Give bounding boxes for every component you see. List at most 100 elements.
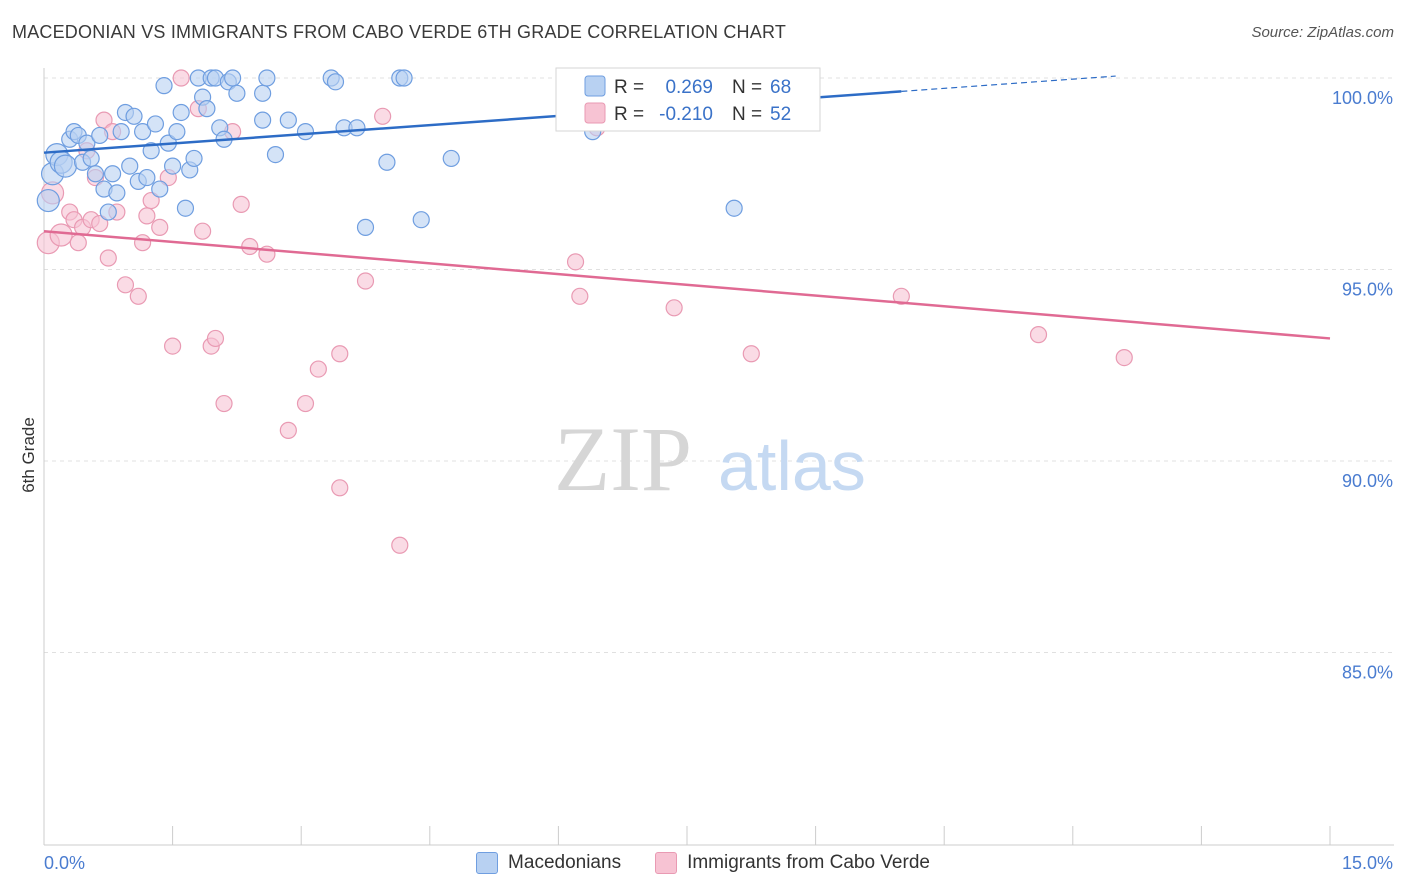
cabo-verde-point-23[interactable] (172, 69, 190, 87)
macedonians-point-31[interactable] (172, 103, 190, 122)
cabo-verde-point-22[interactable] (164, 337, 182, 355)
cabo-verde-point-12[interactable] (99, 249, 117, 267)
cabo-verde-point-37[interactable] (331, 479, 349, 497)
macedonians-point-56[interactable] (378, 153, 396, 171)
y-tick-label-1: 90.0% (1342, 471, 1393, 491)
macedonians-point-15[interactable] (103, 165, 122, 183)
macedonians-point-47[interactable] (258, 69, 276, 87)
macedonians-point-32[interactable] (176, 199, 195, 217)
x-tick-label-0: 0.0% (44, 853, 85, 873)
cabo-verde-point-47[interactable] (1029, 326, 1048, 344)
macedonians-point-20[interactable] (125, 107, 143, 125)
macedonians-point-30[interactable] (168, 123, 186, 141)
macedonians-point-58[interactable] (395, 69, 413, 87)
macedonians-point-48[interactable] (266, 146, 285, 164)
cabo-verde-point-27[interactable] (206, 329, 225, 348)
legend-label-cabo-verde: Immigrants from Cabo Verde (687, 852, 930, 873)
macedonians-point-11[interactable] (86, 165, 105, 183)
macedonians-point-44[interactable] (228, 84, 246, 102)
legend-item-macedonians[interactable]: Macedonians (476, 852, 621, 874)
macedonians-point-14[interactable] (99, 203, 117, 221)
cabo-verde-point-36[interactable] (331, 345, 349, 363)
macedonians-point-49[interactable] (279, 111, 297, 129)
macedonians-point-12[interactable] (91, 126, 109, 145)
cabo-verde-point-25[interactable] (194, 222, 212, 240)
macedonians-point-34[interactable] (185, 149, 203, 168)
cabo-verde-point-2[interactable] (49, 223, 73, 247)
legend-item-cabo-verde[interactable]: Immigrants from Cabo Verde (655, 852, 930, 874)
macedonians-point-43[interactable] (224, 69, 242, 87)
macedonians-point-24[interactable] (142, 142, 160, 160)
macedonians-point-10[interactable] (82, 149, 100, 168)
cabo-verde-point-34[interactable] (296, 394, 315, 413)
macedonians-point-4[interactable] (53, 154, 78, 178)
stats-n-value-2: 52 (770, 104, 791, 125)
y-tick-labels: 85.0% 90.0% 95.0% 100.0% (1332, 88, 1393, 683)
macedonians-point-65[interactable] (725, 199, 743, 217)
y-axis-label: 6th Grade (19, 417, 38, 493)
stats-r-value-1: 0.269 (665, 77, 713, 98)
trend-line-cabo-verde (43, 229, 1331, 340)
cabo-verde-point-46[interactable] (892, 287, 910, 305)
cabo-verde-point-15[interactable] (116, 276, 135, 294)
stats-r-label-1: R = (614, 77, 644, 98)
series-macedonians-points (36, 69, 782, 236)
y-tick-label-3: 100.0% (1332, 88, 1393, 108)
cabo-verde-point-35[interactable] (309, 360, 327, 378)
cabo-verde-point-39[interactable] (374, 107, 392, 125)
stats-r-value-2: -0.210 (659, 104, 713, 125)
cabo-verde-point-28[interactable] (215, 394, 233, 413)
watermark: ZIP atlas (554, 408, 866, 510)
macedonians-point-52[interactable] (326, 73, 345, 91)
y-tick-label-0: 85.0% (1342, 663, 1393, 683)
macedonians-point-37[interactable] (198, 100, 216, 118)
cabo-verde-point-5[interactable] (69, 234, 87, 252)
cabo-verde-point-41[interactable] (566, 253, 585, 271)
cabo-verde-point-44[interactable] (665, 299, 683, 317)
stats-r-label-2: R = (614, 104, 644, 125)
cabo-verde-point-30[interactable] (232, 195, 250, 213)
stats-swatch-pink (584, 102, 606, 124)
trend-line-macedonians-extension (901, 75, 1116, 93)
chart-source: Source: ZipAtlas.com (1251, 24, 1394, 41)
bottom-legend: Macedonians Immigrants from Cabo Verde (0, 852, 1406, 874)
stats-n-label-2: N = (732, 104, 762, 125)
macedonians-point-46[interactable] (254, 111, 272, 129)
legend-swatch-pink (655, 852, 678, 874)
macedonians-point-54[interactable] (348, 119, 366, 137)
cabo-verde-point-33[interactable] (279, 421, 297, 439)
macedonians-point-27[interactable] (155, 77, 173, 95)
watermark-atlas: atlas (718, 427, 866, 505)
macedonians-point-50[interactable] (296, 123, 315, 141)
stats-n-value-1: 68 (770, 77, 791, 98)
cabo-verde-point-42[interactable] (571, 287, 589, 305)
macedonians-point-59[interactable] (412, 211, 430, 229)
macedonians-point-22[interactable] (133, 123, 152, 141)
cabo-verde-point-18[interactable] (138, 207, 156, 225)
macedonians-point-26[interactable] (151, 180, 169, 198)
cabo-verde-point-20[interactable] (151, 218, 169, 236)
cabo-verde-point-45[interactable] (742, 345, 760, 363)
macedonians-point-60[interactable] (442, 149, 460, 168)
macedonians-point-17[interactable] (112, 123, 130, 141)
legend-swatch-blue (476, 852, 499, 874)
macedonians-point-45[interactable] (254, 84, 272, 102)
cabo-verde-point-31[interactable] (241, 237, 259, 256)
macedonians-point-25[interactable] (146, 115, 165, 133)
chart-title: MACEDONIAN VS IMMIGRANTS FROM CABO VERDE… (12, 22, 787, 42)
cabo-verde-point-48[interactable] (1115, 348, 1133, 367)
macedonians-point-55[interactable] (356, 218, 375, 236)
cabo-verde-point-19[interactable] (142, 191, 160, 210)
cabo-verde-point-10[interactable] (91, 214, 109, 233)
cabo-verde-point-17[interactable] (133, 234, 152, 252)
cabo-verde-point-16[interactable] (129, 287, 147, 305)
stats-n-label-1: N = (732, 77, 762, 98)
cabo-verde-point-38[interactable] (356, 272, 375, 290)
macedonians-point-0[interactable] (36, 188, 60, 213)
macedonians-point-29[interactable] (164, 157, 182, 175)
macedonians-point-16[interactable] (108, 184, 126, 202)
cabo-verde-point-40[interactable] (391, 536, 409, 554)
macedonians-point-23[interactable] (138, 168, 156, 187)
macedonians-point-19[interactable] (121, 157, 139, 175)
